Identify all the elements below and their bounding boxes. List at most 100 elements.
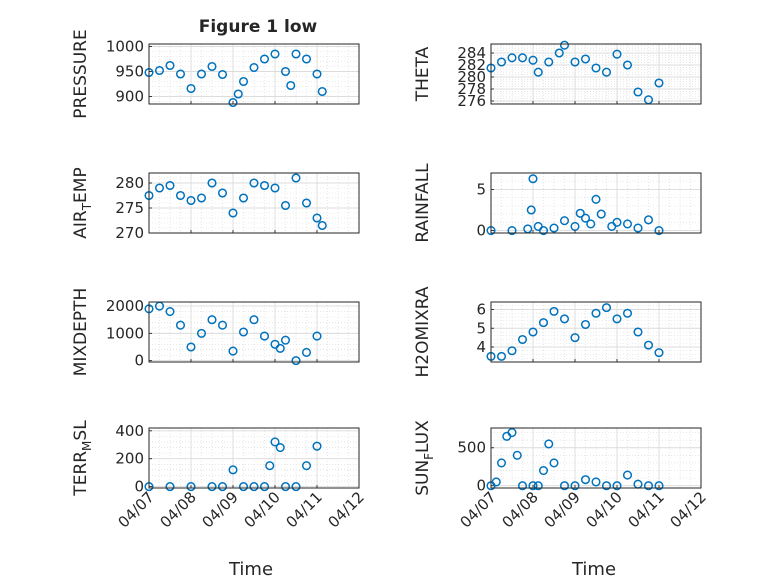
- data-point: [559, 216, 570, 226]
- axes-box: [490, 172, 702, 234]
- subplot-rainfall: 5 0 RAINFALL: [413, 163, 702, 243]
- subplot-sun-flux: 500004/0704/0804/0904/1004/1104/12SUNFLU…: [413, 420, 710, 532]
- data-point: [538, 465, 549, 476]
- data-point: [265, 461, 275, 471]
- data-point: [317, 220, 327, 231]
- y-tick-label: 1000: [106, 324, 144, 342]
- data-point: [654, 481, 664, 491]
- y-tick-label: 0: [134, 478, 144, 496]
- data-point: [507, 346, 517, 356]
- data-point: [233, 89, 243, 99]
- data-point: [643, 481, 654, 491]
- data-point: [496, 351, 507, 361]
- data-point: [207, 178, 217, 188]
- data-point: [544, 57, 554, 67]
- data-point: [570, 481, 580, 491]
- data-point: [238, 482, 249, 492]
- data-point: [286, 80, 296, 91]
- data-point: [591, 194, 601, 204]
- subplot-air-temp: 280 275 270 AIRTEMP: [71, 167, 360, 242]
- data-point: [175, 69, 186, 79]
- data-point: [496, 57, 507, 67]
- data-point: [301, 347, 312, 358]
- data-point: [507, 225, 517, 236]
- data-point: [517, 481, 528, 491]
- y-axis-label: THETA: [413, 46, 433, 102]
- data-point: [491, 477, 501, 487]
- data-point: [528, 327, 538, 337]
- data-point: [622, 308, 633, 318]
- data-point: [280, 200, 291, 211]
- y-tick-label: 400: [115, 422, 144, 440]
- data-point: [580, 54, 591, 64]
- data-point: [512, 450, 522, 460]
- data-point: [270, 49, 280, 59]
- data-point: [217, 320, 228, 330]
- data-point: [228, 208, 238, 218]
- subplot-pressure: 1000 950 900 PRESSURE: [71, 29, 360, 119]
- data-point: [165, 60, 175, 71]
- data-point: [549, 306, 559, 316]
- data-point: [280, 66, 291, 77]
- data-point: [186, 342, 196, 352]
- y-tick-label: 284: [457, 44, 486, 62]
- data-point: [570, 57, 580, 67]
- data-point: [554, 48, 564, 58]
- data-point: [528, 55, 538, 65]
- data-point: [559, 481, 570, 491]
- data-point: [633, 223, 643, 233]
- data-point: [622, 60, 633, 70]
- data-point: [612, 49, 622, 59]
- x-axis-label-left: Time: [228, 559, 273, 580]
- y-tick-label: 278: [457, 80, 486, 98]
- y-tick-label: 282: [457, 56, 486, 74]
- data-point: [580, 319, 591, 330]
- data-point: [259, 54, 270, 64]
- data-point: [165, 306, 175, 317]
- data-point: [517, 53, 528, 63]
- figure-title: Figure 1 low: [199, 17, 318, 37]
- data-point: [596, 209, 606, 219]
- data-point: [591, 477, 601, 487]
- data-point: [238, 193, 249, 203]
- data-point: [301, 54, 312, 64]
- data-point: [538, 318, 549, 328]
- y-tick-label: 5: [476, 319, 486, 337]
- data-point: [175, 320, 186, 330]
- data-point: [275, 343, 285, 353]
- y-axis-label: MIXDEPTH: [71, 288, 91, 377]
- axes-box: [490, 43, 702, 105]
- data-point: [217, 188, 228, 198]
- data-point: [154, 183, 165, 193]
- x-axis-label-right: Time: [571, 559, 616, 580]
- axes-box: [490, 427, 702, 489]
- data-point: [312, 213, 322, 223]
- data-point: [228, 465, 238, 475]
- x-tick-label: 04/10: [241, 488, 284, 531]
- data-point: [175, 190, 186, 201]
- data-point: [622, 219, 633, 229]
- data-point: [591, 63, 601, 73]
- y-tick-label: 200: [115, 450, 144, 468]
- data-point: [601, 481, 612, 491]
- data-point: [238, 76, 249, 87]
- y-tick-label: 950: [115, 63, 144, 81]
- data-point: [559, 40, 570, 50]
- x-tick-label: 04/08: [499, 488, 542, 531]
- data-point: [154, 65, 165, 76]
- y-tick-label: 0: [476, 477, 486, 495]
- data-point: [207, 482, 217, 492]
- data-point: [217, 69, 228, 80]
- data-point: [580, 213, 591, 223]
- data-point: [570, 333, 580, 343]
- data-point: [580, 475, 591, 485]
- data-point: [507, 53, 517, 63]
- data-point: [612, 217, 622, 227]
- data-point: [207, 315, 217, 325]
- x-tick-label: 04/12: [667, 488, 710, 531]
- y-axis-label: AIRTEMP: [71, 167, 94, 238]
- data-point: [196, 69, 207, 79]
- y-tick-label: 5: [476, 180, 486, 198]
